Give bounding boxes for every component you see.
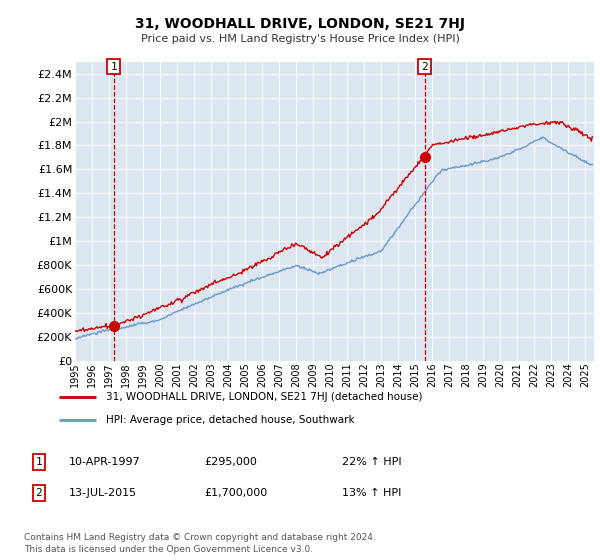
Text: 1: 1 [35, 457, 43, 467]
Text: 1: 1 [110, 62, 117, 72]
Text: 2: 2 [421, 62, 428, 72]
Text: £1,700,000: £1,700,000 [204, 488, 267, 498]
Text: £295,000: £295,000 [204, 457, 257, 467]
Text: Price paid vs. HM Land Registry's House Price Index (HPI): Price paid vs. HM Land Registry's House … [140, 34, 460, 44]
Text: 2: 2 [35, 488, 43, 498]
Text: 31, WOODHALL DRIVE, LONDON, SE21 7HJ: 31, WOODHALL DRIVE, LONDON, SE21 7HJ [135, 17, 465, 31]
Text: 10-APR-1997: 10-APR-1997 [69, 457, 141, 467]
Text: 13-JUL-2015: 13-JUL-2015 [69, 488, 137, 498]
Text: HPI: Average price, detached house, Southwark: HPI: Average price, detached house, Sout… [106, 416, 355, 426]
Text: 31, WOODHALL DRIVE, LONDON, SE21 7HJ (detached house): 31, WOODHALL DRIVE, LONDON, SE21 7HJ (de… [106, 392, 422, 402]
Text: 13% ↑ HPI: 13% ↑ HPI [342, 488, 401, 498]
Text: Contains HM Land Registry data © Crown copyright and database right 2024.
This d: Contains HM Land Registry data © Crown c… [24, 533, 376, 554]
Text: 22% ↑ HPI: 22% ↑ HPI [342, 457, 401, 467]
